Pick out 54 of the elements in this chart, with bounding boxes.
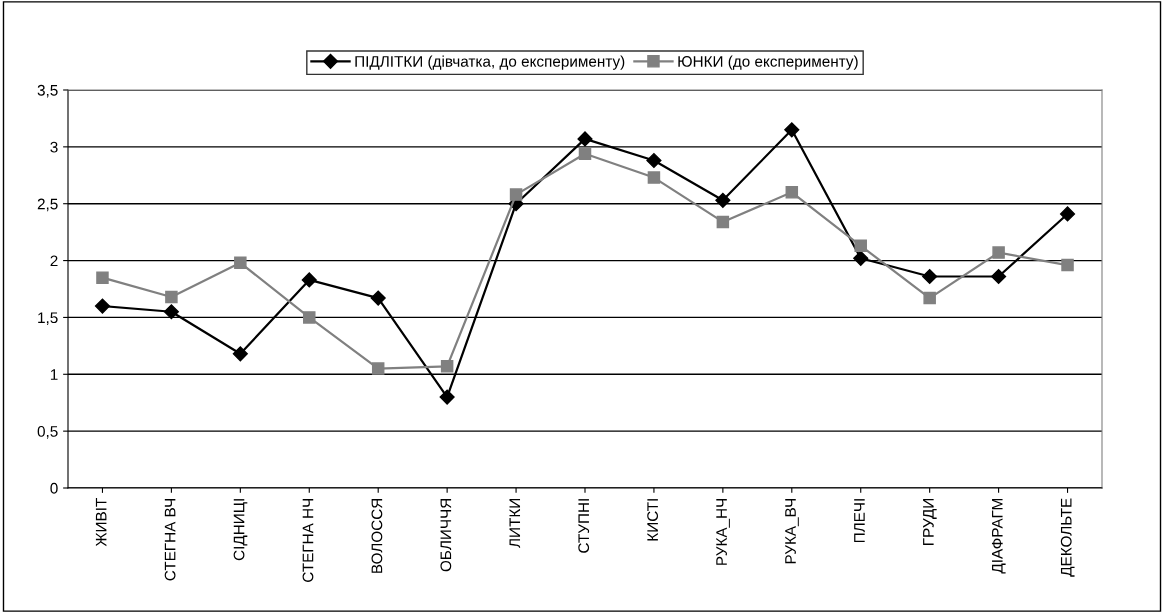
point: [370, 290, 386, 306]
point: [232, 346, 248, 362]
point: [165, 290, 178, 304]
point: [923, 291, 936, 305]
x-tick-label: ПЛЕЧІ: [854, 499, 865, 543]
x-tick-label: ОБЛИЧЧЯ: [440, 498, 452, 572]
point: [715, 192, 731, 208]
point: [716, 215, 730, 229]
x-tick-label: СІДНИЦІ: [233, 499, 248, 561]
point: [853, 250, 869, 266]
point: [94, 298, 111, 314]
point: [991, 268, 1007, 285]
point: [1059, 206, 1076, 222]
point: [96, 271, 109, 284]
y-tick-label: 3: [50, 141, 58, 153]
legend-label: ПІДЛІТКИ (дівчатка, до експерименту): [355, 55, 625, 70]
point: [1061, 258, 1074, 272]
y-tick-label: 0,5: [37, 426, 58, 439]
x-tick-label: РУКА_НЧ: [716, 498, 730, 565]
y-tick-label: 1: [50, 369, 58, 380]
x-tick-label: ДІАФРАГМ: [991, 498, 1006, 574]
point: [785, 186, 799, 199]
x-tick-label: ДЕКОЛЬТЕ: [1060, 498, 1075, 577]
y-tick-label: 0: [50, 482, 58, 494]
point: [578, 147, 592, 160]
y-tick-label: 1,5: [38, 312, 58, 325]
point: [439, 389, 455, 405]
point: [646, 152, 662, 169]
point: [440, 360, 454, 373]
point: [301, 272, 317, 288]
point: [234, 256, 247, 270]
y-tick-label: 2,5: [37, 198, 58, 212]
point: [509, 188, 523, 201]
x-tick-label: ЛИТКИ: [509, 498, 521, 548]
y-tick-label: 3,5: [37, 84, 58, 98]
x-tick-label: ВОЛОССЯ: [371, 498, 383, 573]
point: [647, 171, 661, 184]
x-tick-label: СТЕГНА НЧ: [302, 498, 314, 582]
point: [577, 131, 593, 147]
x-tick-label: РУКА_ВЧ: [785, 498, 799, 564]
point: [854, 239, 867, 253]
x-tick-label: ЖИВІТ: [95, 498, 107, 547]
x-tick-label: СТУПНІ: [578, 499, 590, 553]
point: [784, 122, 800, 138]
point: [992, 246, 1005, 259]
x-tick-label: СТЕГНА ВЧ: [164, 498, 176, 581]
x-tick-label: ГРУДИ: [923, 498, 937, 545]
point: [303, 311, 316, 324]
point: [371, 362, 385, 375]
point: [163, 304, 179, 320]
y-tick-label: 2: [50, 255, 58, 267]
point: [922, 268, 938, 285]
x-tick-label: КИСТІ: [647, 499, 659, 541]
legend-label: ЮНКИ (до експерименту): [678, 55, 858, 70]
